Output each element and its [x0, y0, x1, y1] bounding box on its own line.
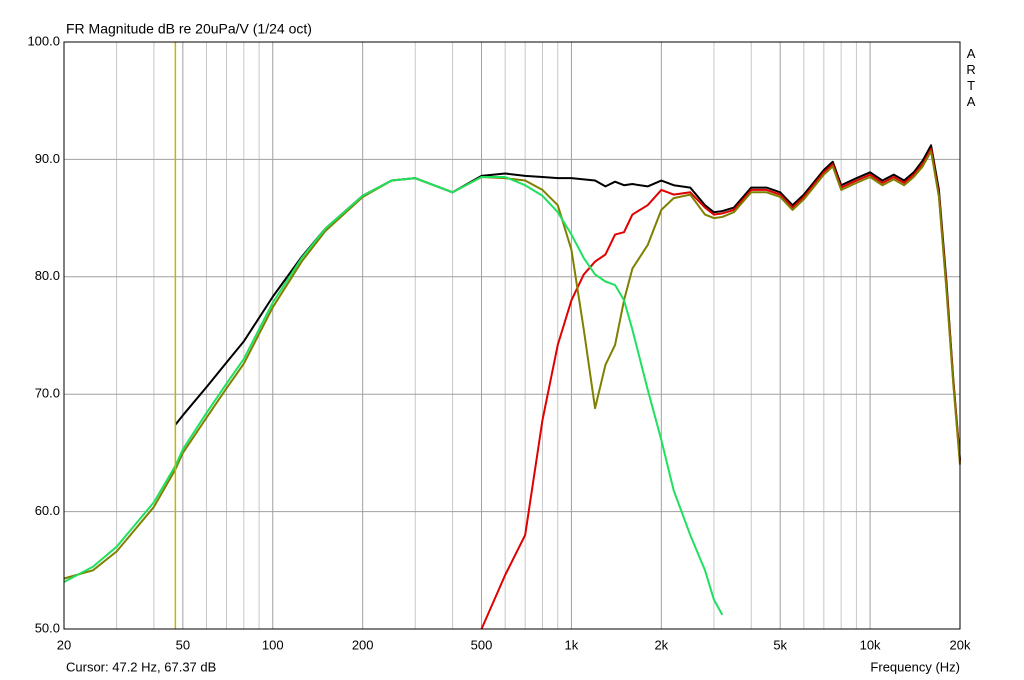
y-tick-label: 60.0 [35, 503, 60, 518]
x-tick-label: 2k [654, 637, 668, 652]
x-axis-label: Frequency (Hz) [870, 659, 960, 674]
brand: ARTA [964, 46, 979, 110]
x-tick-label: 50 [176, 637, 190, 652]
plot-border [63, 41, 961, 630]
x-tick-label: 20k [950, 637, 971, 652]
y-tick-label: 80.0 [35, 268, 60, 283]
y-tick-label: 50.0 [35, 620, 60, 635]
y-tick-label: 90.0 [35, 151, 60, 166]
x-tick-label: 10k [860, 637, 881, 652]
series-line [63, 176, 724, 616]
y-tick-label: 70.0 [35, 386, 60, 401]
series-line [63, 150, 961, 580]
x-tick-label: 5k [773, 637, 787, 652]
x-tick-label: 100 [262, 637, 284, 652]
chart-title: FR Magnitude dB re 20uPa/V (1/24 oct) [66, 21, 312, 37]
y-tick-label: 100.0 [27, 33, 60, 48]
x-tick-label: 20 [57, 637, 71, 652]
x-tick-label: 200 [352, 637, 374, 652]
x-tick-label: 500 [471, 637, 493, 652]
cursor-readout: Cursor: 47.2 Hz, 67.37 dB [66, 659, 216, 674]
x-tick-label: 1k [565, 637, 579, 652]
